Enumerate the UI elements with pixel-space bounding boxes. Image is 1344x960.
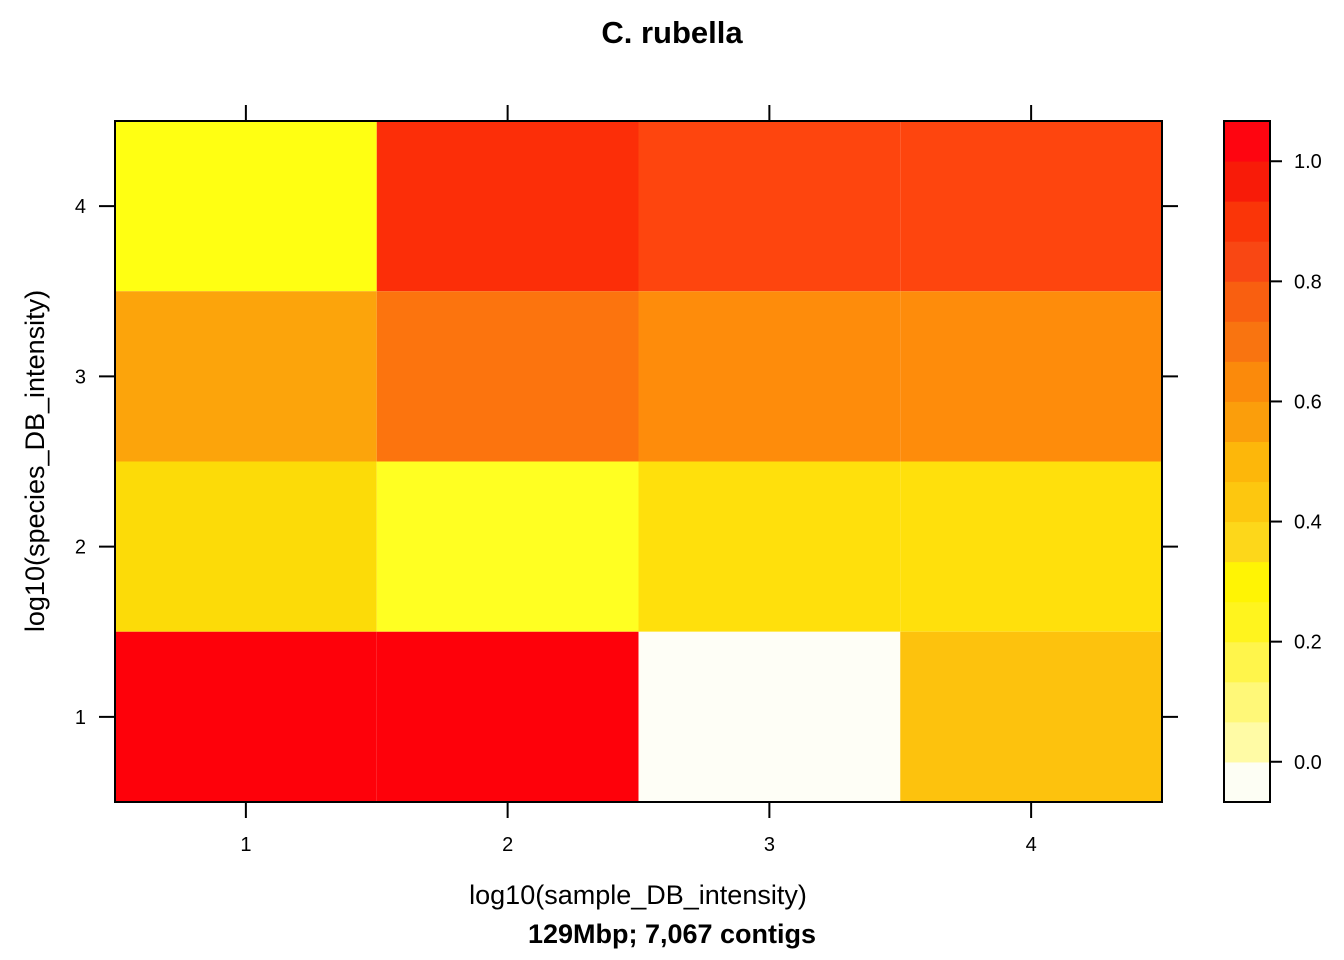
x-axis-label: log10(sample_DB_intensity) [469,880,807,910]
y-tick-label: 3 [75,366,86,388]
heatmap-cell [900,291,1162,462]
colorbar-segment [1224,161,1270,202]
heatmap-cells [115,121,1162,802]
colorbar: 0.0 0.2 0.4 0.6 0.8 1.0 [1223,120,1322,803]
heatmap-cell [900,631,1162,802]
colorbar-segment [1224,241,1270,282]
colorbar-segment [1224,361,1270,402]
y-axis-label: log10(species_DB_intensity) [20,290,50,632]
colorbar-segment [1224,521,1270,563]
colorbar-tick-label: 0.4 [1294,512,1322,534]
colorbar-segment [1224,761,1270,803]
colorbar-frame [1223,120,1271,803]
colorbar-segment [1224,681,1270,723]
axis-ticks: 1 2 3 4 1 2 3 4 [75,105,1178,856]
colorbar-tick-label: 0.8 [1294,271,1322,293]
colorbar-segment [1224,441,1270,483]
heatmap-cell [638,461,901,632]
heatmap-cell [115,121,377,292]
heatmap-cell [376,631,639,802]
colorbar-segment [1224,481,1270,523]
heatmap-cell [638,121,901,292]
colorbar-tick-label: 0.2 [1294,632,1322,654]
colorbar-tick-label: 1.0 [1294,151,1322,173]
plot-frame [114,120,1163,803]
colorbar-segment [1224,601,1270,643]
colorbar-segment [1224,641,1270,683]
heatmap-cell [376,121,639,292]
heatmap-cell [115,631,377,802]
colorbar-segment [1224,401,1270,442]
heatmap-cell [115,461,377,632]
colorbar-segment [1224,561,1270,603]
y-tick-label: 2 [75,537,86,559]
heatmap-cell [376,461,639,632]
colorbar-segment [1224,121,1270,162]
y-tick-label: 1 [75,707,86,729]
x-tick-label: 2 [502,834,513,856]
x-tick-label: 3 [764,834,775,856]
colorbar-segment [1224,201,1270,242]
colorbar-segment [1224,281,1270,322]
heatmap-cell [900,121,1162,292]
heatmap-cell [900,461,1162,632]
colorbar-tick-label: 0.6 [1294,391,1322,413]
x-tick-label: 4 [1026,834,1037,856]
y-tick-label: 4 [75,196,86,218]
x-tick-label: 1 [240,834,251,856]
heatmap-cell [638,631,901,802]
heatmap-cell [638,291,901,462]
colorbar-segment [1224,721,1270,763]
heatmap-cell [115,291,377,462]
colorbar-tick-label: 0.0 [1294,752,1322,774]
chart-subtitle: 129Mbp; 7,067 contigs [528,919,816,949]
chart-title: C. rubella [601,15,743,50]
colorbar-segment [1224,321,1270,362]
heatmap-cell [376,291,639,462]
